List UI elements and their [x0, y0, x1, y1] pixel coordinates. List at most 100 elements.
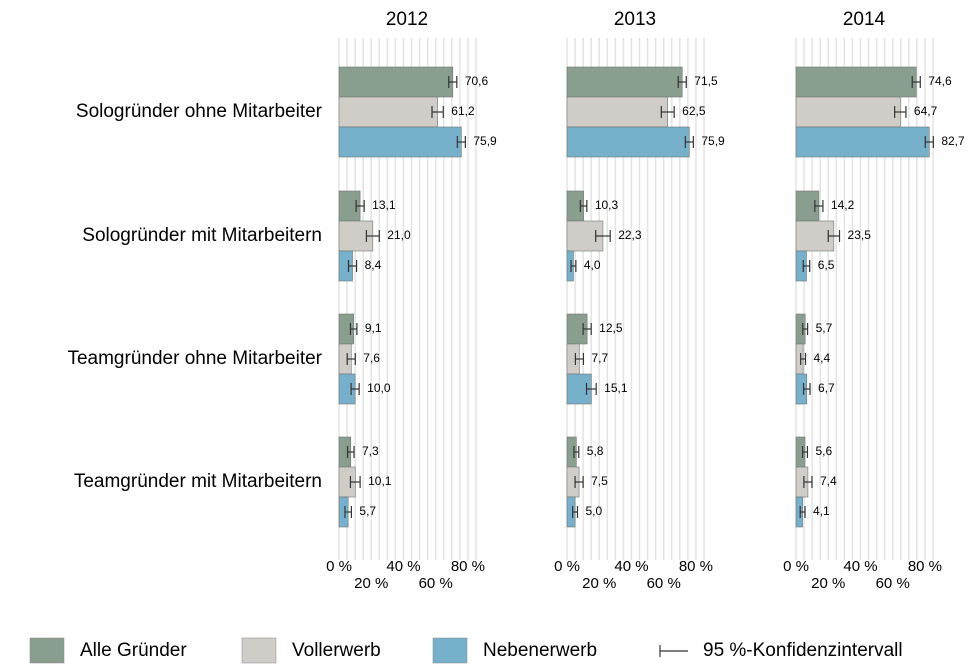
value-label: 10,3	[595, 198, 619, 212]
x-tick-label: 80 %	[451, 558, 485, 575]
value-label: 5,0	[585, 504, 602, 518]
error-bar	[448, 76, 458, 88]
bar	[566, 66, 683, 98]
error-bar	[684, 136, 694, 148]
error-bar	[582, 323, 592, 335]
x-tick-label: 80 %	[679, 558, 713, 575]
category-label: Sologründer mit Mitarbeitern	[82, 225, 322, 246]
error-bar	[814, 200, 824, 212]
error-bar	[350, 383, 360, 395]
error-bar	[802, 383, 811, 395]
bar	[566, 126, 690, 158]
value-label: 4,4	[814, 351, 831, 365]
value-label: 5,7	[816, 321, 833, 335]
bar	[338, 66, 454, 98]
error-bar	[677, 76, 687, 88]
legend-label: Alle Gründer	[80, 640, 187, 661]
value-label: 62,5	[682, 104, 706, 118]
value-label: 7,3	[362, 444, 379, 458]
bar	[795, 96, 901, 128]
x-tick-label: 20 %	[811, 575, 845, 592]
value-label: 61,2	[451, 104, 475, 118]
category-label: Teamgründer ohne Mitarbeiter	[67, 348, 322, 369]
error-bar	[431, 106, 444, 118]
error-bar	[803, 476, 813, 488]
error-bar	[802, 446, 809, 458]
legend-swatch	[29, 637, 65, 664]
value-label: 23,5	[848, 228, 872, 242]
error-bar	[595, 230, 611, 242]
error-bar	[570, 260, 577, 272]
value-label: 75,9	[473, 134, 497, 148]
x-tick-label: 0 %	[326, 558, 352, 575]
error-bar	[894, 106, 907, 118]
bar	[795, 66, 917, 98]
legend-error-symbol	[659, 645, 688, 657]
error-bar	[355, 200, 365, 212]
x-tick-label: 20 %	[582, 575, 616, 592]
error-bar	[572, 506, 579, 518]
value-label: 7,5	[591, 474, 608, 488]
x-tick-label: 60 %	[419, 575, 453, 592]
error-bar	[346, 353, 356, 365]
error-bar	[924, 136, 934, 148]
error-bar	[660, 106, 675, 118]
error-bar	[574, 353, 585, 365]
value-label: 4,1	[813, 504, 830, 518]
x-tick-label: 20 %	[354, 575, 388, 592]
x-tick-label: 60 %	[876, 575, 910, 592]
legend-label: Nebenerwerb	[483, 640, 597, 661]
x-tick-label: 40 %	[386, 558, 420, 575]
error-bar	[585, 383, 597, 395]
value-label: 74,6	[928, 74, 952, 88]
category-label: Teamgründer mit Mitarbeitern	[74, 471, 322, 492]
value-label: 4,0	[584, 258, 601, 272]
value-label: 6,5	[818, 258, 835, 272]
x-tick-label: 40 %	[614, 558, 648, 575]
legend-label: 95 %-Konfidenzintervall	[703, 640, 903, 661]
x-tick-label: 60 %	[647, 575, 681, 592]
value-label: 5,7	[359, 504, 376, 518]
value-label: 14,2	[831, 198, 855, 212]
value-label: 7,6	[363, 351, 380, 365]
bar	[566, 96, 669, 128]
value-label: 21,0	[387, 228, 411, 242]
panel-title: 2013	[614, 9, 656, 30]
error-bar	[911, 76, 921, 88]
error-bar	[799, 506, 806, 518]
value-label: 9,1	[365, 321, 382, 335]
value-label: 22,3	[618, 228, 642, 242]
value-label: 5,6	[815, 444, 832, 458]
error-bar	[346, 446, 355, 458]
panel-title: 2012	[386, 9, 428, 30]
value-label: 15,1	[604, 381, 628, 395]
error-bar	[365, 230, 380, 242]
error-bar	[573, 446, 580, 458]
bar	[338, 126, 462, 158]
value-label: 7,4	[820, 474, 837, 488]
value-label: 13,1	[372, 198, 396, 212]
value-label: 5,8	[587, 444, 604, 458]
error-bar	[827, 230, 841, 242]
legend-swatch	[432, 637, 468, 664]
error-bar	[802, 323, 809, 335]
x-tick-label: 0 %	[554, 558, 580, 575]
error-bar	[456, 136, 466, 148]
x-tick-label: 80 %	[908, 558, 942, 575]
x-tick-label: 40 %	[843, 558, 877, 575]
error-bar	[344, 506, 353, 518]
value-label: 10,1	[368, 474, 392, 488]
bar	[338, 96, 438, 128]
value-label: 10,0	[367, 381, 391, 395]
error-bar	[574, 476, 584, 488]
value-label: 8,4	[365, 258, 382, 272]
error-bar	[579, 200, 588, 212]
bar	[795, 126, 930, 158]
value-label: 12,5	[599, 321, 623, 335]
error-bar	[349, 476, 361, 488]
panel-title: 2014	[843, 9, 886, 30]
category-label: Sologründer ohne Mitarbeiter	[76, 101, 323, 122]
error-bar	[802, 260, 811, 272]
value-label: 82,7	[941, 134, 965, 148]
